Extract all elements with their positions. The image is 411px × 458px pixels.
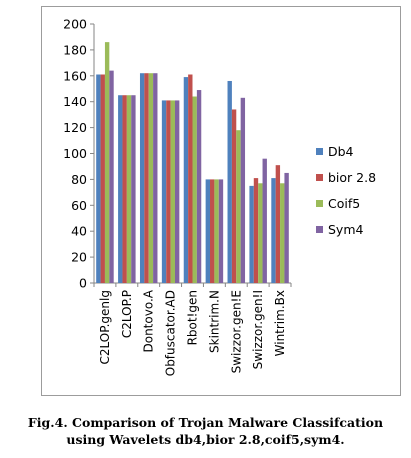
- figure-caption-line-2: using Wavelets db4,bior 2.8,coif5,sym4.: [66, 432, 345, 447]
- legend-label: Coif5: [328, 196, 360, 211]
- legend-swatch: [316, 226, 323, 233]
- category-label: Obfuscator.AD: [164, 290, 178, 376]
- category-label: Swizzor.gen!E: [229, 290, 243, 373]
- bar: [153, 73, 158, 284]
- legend-label: bior 2.8: [328, 170, 376, 185]
- y-tick-label: 0: [79, 276, 87, 291]
- bar: [284, 172, 289, 283]
- bar: [126, 95, 132, 283]
- bar-chart: 0 20 40 60 80 100 120 140 160 180 200 C2LOP.genlg C2…: [63, 17, 376, 377]
- bar: [131, 95, 136, 283]
- y-tick-label: 40: [71, 224, 87, 239]
- bar: [271, 178, 276, 283]
- category-label: Skintrim.N: [207, 290, 221, 353]
- bar: [214, 179, 219, 283]
- bar: [109, 70, 114, 284]
- y-tick-label: 80: [71, 172, 87, 187]
- bar: [218, 179, 224, 283]
- bar: [148, 73, 154, 284]
- y-tick-label: 200: [63, 17, 87, 32]
- y-tick-label: 160: [63, 68, 87, 83]
- category-label: Swizzor.gen!I: [251, 290, 265, 369]
- y-tick-label: 120: [63, 120, 87, 135]
- legend-swatch: [316, 174, 323, 181]
- bar: [210, 179, 215, 283]
- bar: [104, 42, 110, 283]
- bar: [249, 185, 254, 284]
- bar: [253, 178, 259, 283]
- y-tick-label: 140: [63, 94, 87, 109]
- bar: [188, 74, 193, 283]
- category-label: C2LOP.P: [120, 290, 134, 338]
- bar: [170, 100, 175, 283]
- legend-label: Sym4: [328, 222, 364, 237]
- category-label: Wintrim.Bx: [273, 290, 287, 356]
- y-tick-label: 20: [71, 250, 87, 265]
- y-tick-label: 100: [63, 146, 87, 161]
- category-label: Rbot!gen: [186, 290, 200, 345]
- bar: [166, 100, 171, 283]
- bar: [174, 100, 180, 283]
- bar: [196, 90, 202, 283]
- bar: [144, 73, 149, 284]
- bar: [100, 74, 105, 283]
- bar: [240, 97, 246, 283]
- bar: [236, 130, 241, 283]
- bar: [280, 183, 285, 283]
- bar: [262, 158, 267, 283]
- bar: [183, 77, 189, 283]
- bar: [275, 165, 281, 283]
- y-tick-label: 180: [63, 42, 87, 57]
- category-label: C2LOP.genlg: [98, 290, 112, 364]
- legend-label: Db4: [328, 144, 354, 159]
- bar: [161, 100, 167, 283]
- bar: [258, 183, 263, 283]
- bar: [231, 109, 237, 283]
- figure-caption-line-1: Fig.4. Comparison of Trojan Malware Clas…: [27, 415, 384, 430]
- y-tick-label: 60: [71, 198, 87, 213]
- bar: [118, 95, 123, 283]
- bar: [192, 96, 197, 284]
- category-label: Dontovo.A: [142, 289, 156, 352]
- legend-swatch: [316, 148, 323, 155]
- bar: [227, 80, 232, 283]
- bar: [139, 73, 145, 284]
- bar: [122, 95, 127, 283]
- legend-swatch: [316, 200, 323, 207]
- bar: [205, 179, 211, 283]
- bar: [96, 74, 101, 283]
